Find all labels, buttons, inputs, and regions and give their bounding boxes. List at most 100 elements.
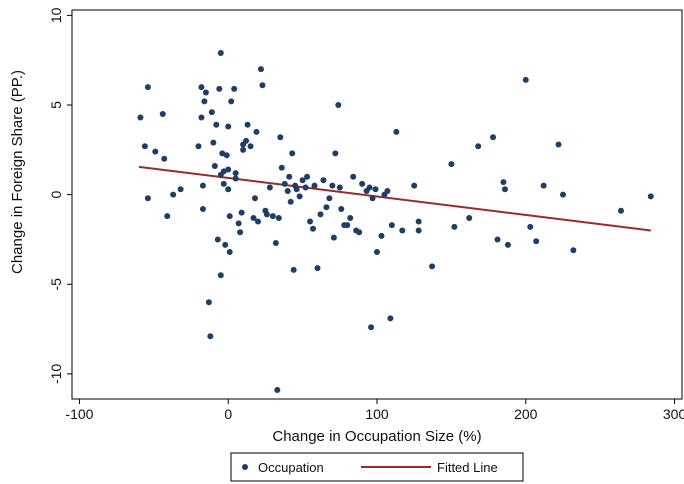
scatter-point	[216, 85, 223, 92]
scatter-point	[310, 225, 317, 232]
scatter-point	[223, 152, 230, 159]
plot-area	[71, 9, 683, 400]
scatter-point	[647, 193, 654, 200]
x-tick-label: -100	[65, 406, 93, 422]
x-tick-label: 0	[224, 406, 232, 422]
x-tick-label: 200	[514, 406, 538, 422]
scatter-point	[290, 266, 297, 273]
scatter-point	[240, 146, 247, 153]
scatter-point	[263, 211, 270, 218]
scatter-point	[332, 150, 339, 157]
scatter-point	[247, 143, 254, 150]
scatter-point	[238, 209, 245, 216]
scatter-point	[540, 182, 547, 189]
scatter-point	[286, 173, 293, 180]
fitted-line	[138, 165, 651, 232]
scatter-point	[225, 166, 232, 173]
scatter-point	[504, 241, 511, 248]
scatter-point	[393, 128, 400, 135]
scatter-point	[311, 182, 318, 189]
scatter-point	[293, 186, 300, 193]
scatter-point	[500, 179, 507, 186]
scatter-point	[170, 191, 177, 198]
scatter-point	[141, 143, 148, 150]
x-tick-label: 300	[663, 406, 684, 422]
scatter-point	[618, 207, 624, 214]
fitted-line-layer	[138, 165, 651, 232]
scatter-point	[490, 134, 497, 141]
scatter-point	[275, 214, 282, 221]
scatter-point	[228, 98, 235, 105]
legend-label-occupation: Occupation	[258, 460, 324, 475]
scatter-point	[448, 161, 455, 168]
scatter-point	[164, 213, 171, 220]
scatter-point	[359, 180, 366, 187]
scatter-point	[350, 173, 357, 180]
scatter-point	[235, 220, 242, 227]
scatter-point	[570, 247, 577, 254]
scatter-point	[278, 164, 285, 171]
scatter-point	[201, 98, 208, 105]
scatter-point	[296, 193, 303, 200]
scatter-point	[304, 173, 311, 180]
scatter-point	[281, 180, 288, 187]
scatter-point	[368, 324, 375, 331]
scatter-point	[199, 205, 206, 212]
scatter-point	[378, 232, 385, 239]
scatter-point	[161, 155, 168, 162]
scatter-point	[466, 214, 473, 221]
scatter-point	[243, 137, 250, 144]
scatter-point	[269, 213, 276, 220]
scatter-point	[415, 218, 422, 225]
scatter-point	[384, 188, 391, 195]
x-tick-label: 100	[365, 406, 389, 422]
scatter-point	[177, 186, 184, 193]
legend-marker-occupation	[242, 464, 248, 470]
scatter-point	[527, 223, 534, 230]
scatter-point	[336, 184, 343, 191]
scatter-point	[208, 109, 215, 116]
scatter-point	[533, 238, 540, 245]
scatter-point	[144, 84, 151, 91]
scatter-point	[211, 162, 218, 169]
scatter-point	[522, 76, 529, 83]
scatter-point	[299, 177, 306, 184]
scatter-point	[244, 121, 251, 128]
scatter-point	[198, 84, 205, 91]
scatter-point	[207, 333, 214, 340]
scatter-point	[220, 180, 227, 187]
scatter-point	[159, 110, 166, 117]
scatter-point	[317, 211, 324, 218]
scatter-point	[326, 195, 333, 202]
scatter-point	[338, 205, 345, 212]
scatter-point	[284, 188, 291, 195]
scatter-point	[232, 175, 239, 182]
scatter-point	[335, 102, 342, 109]
scatter-points-layer	[137, 50, 654, 394]
scatter-point	[152, 148, 159, 155]
scatter-point	[144, 195, 151, 202]
scatter-point	[387, 315, 394, 322]
scatter-point	[347, 214, 354, 221]
scatter-point	[195, 143, 202, 150]
scatter-point	[559, 191, 566, 198]
scatter-point	[374, 249, 380, 256]
scatter-point	[388, 222, 395, 229]
scatter-point	[205, 299, 212, 306]
scatter-point	[302, 184, 309, 191]
scatter-point	[475, 143, 482, 150]
scatter-point	[272, 240, 279, 247]
scatter-point	[274, 387, 281, 394]
scatter-point	[198, 114, 205, 121]
scatter-point	[217, 272, 224, 279]
scatter-point	[214, 236, 221, 243]
y-tick-label: 5	[48, 101, 64, 109]
legend: Occupation Fitted Line	[230, 452, 524, 482]
scatter-point	[217, 50, 224, 57]
scatter-point	[411, 182, 418, 189]
scatter-point	[369, 195, 376, 202]
scatter-point	[415, 227, 422, 234]
y-axis-ticks: -10 -5 0 5 10	[48, 7, 72, 384]
scatter-point	[257, 66, 264, 73]
